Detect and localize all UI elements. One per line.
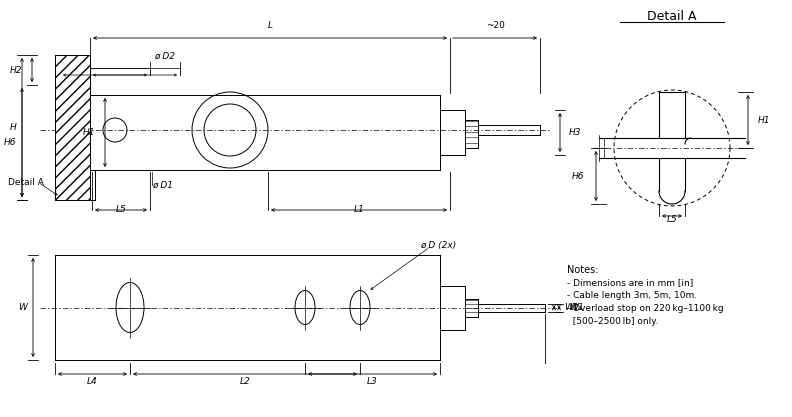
Text: - Dimensions are in mm [in]: - Dimensions are in mm [in]	[567, 278, 693, 287]
Text: H: H	[10, 123, 16, 132]
Text: W1: W1	[569, 303, 584, 312]
Text: L5: L5	[667, 215, 677, 224]
Text: ~20: ~20	[485, 21, 505, 30]
Text: L4: L4	[87, 377, 98, 386]
Text: - Cable length 3m, 5m, 10m.: - Cable length 3m, 5m, 10m.	[567, 291, 697, 300]
Text: ø D2: ø D2	[154, 52, 176, 60]
Text: L2: L2	[240, 377, 250, 386]
Text: - Overload stop on 220 kg–1100 kg: - Overload stop on 220 kg–1100 kg	[567, 304, 724, 313]
Text: [500–2500 lb] only.: [500–2500 lb] only.	[567, 317, 658, 326]
Text: H2: H2	[10, 65, 22, 75]
Text: W: W	[18, 303, 27, 312]
Text: H1: H1	[758, 116, 771, 125]
Text: W1: W1	[564, 303, 579, 312]
Text: Notes:: Notes:	[567, 265, 599, 275]
Text: ø D1: ø D1	[152, 181, 173, 189]
Text: H1: H1	[82, 128, 95, 137]
Text: L: L	[268, 21, 272, 30]
Text: H6: H6	[3, 138, 16, 147]
Text: L3: L3	[367, 377, 378, 386]
Text: L1: L1	[353, 205, 364, 214]
Text: L5: L5	[116, 205, 127, 214]
Bar	[55, 55, 90, 200]
Text: Detail A: Detail A	[8, 178, 44, 186]
Text: Detail A: Detail A	[647, 10, 697, 23]
Text: ø D (2x): ø D (2x)	[420, 241, 456, 249]
Text: H6: H6	[572, 171, 584, 181]
Text: H3: H3	[569, 128, 581, 137]
